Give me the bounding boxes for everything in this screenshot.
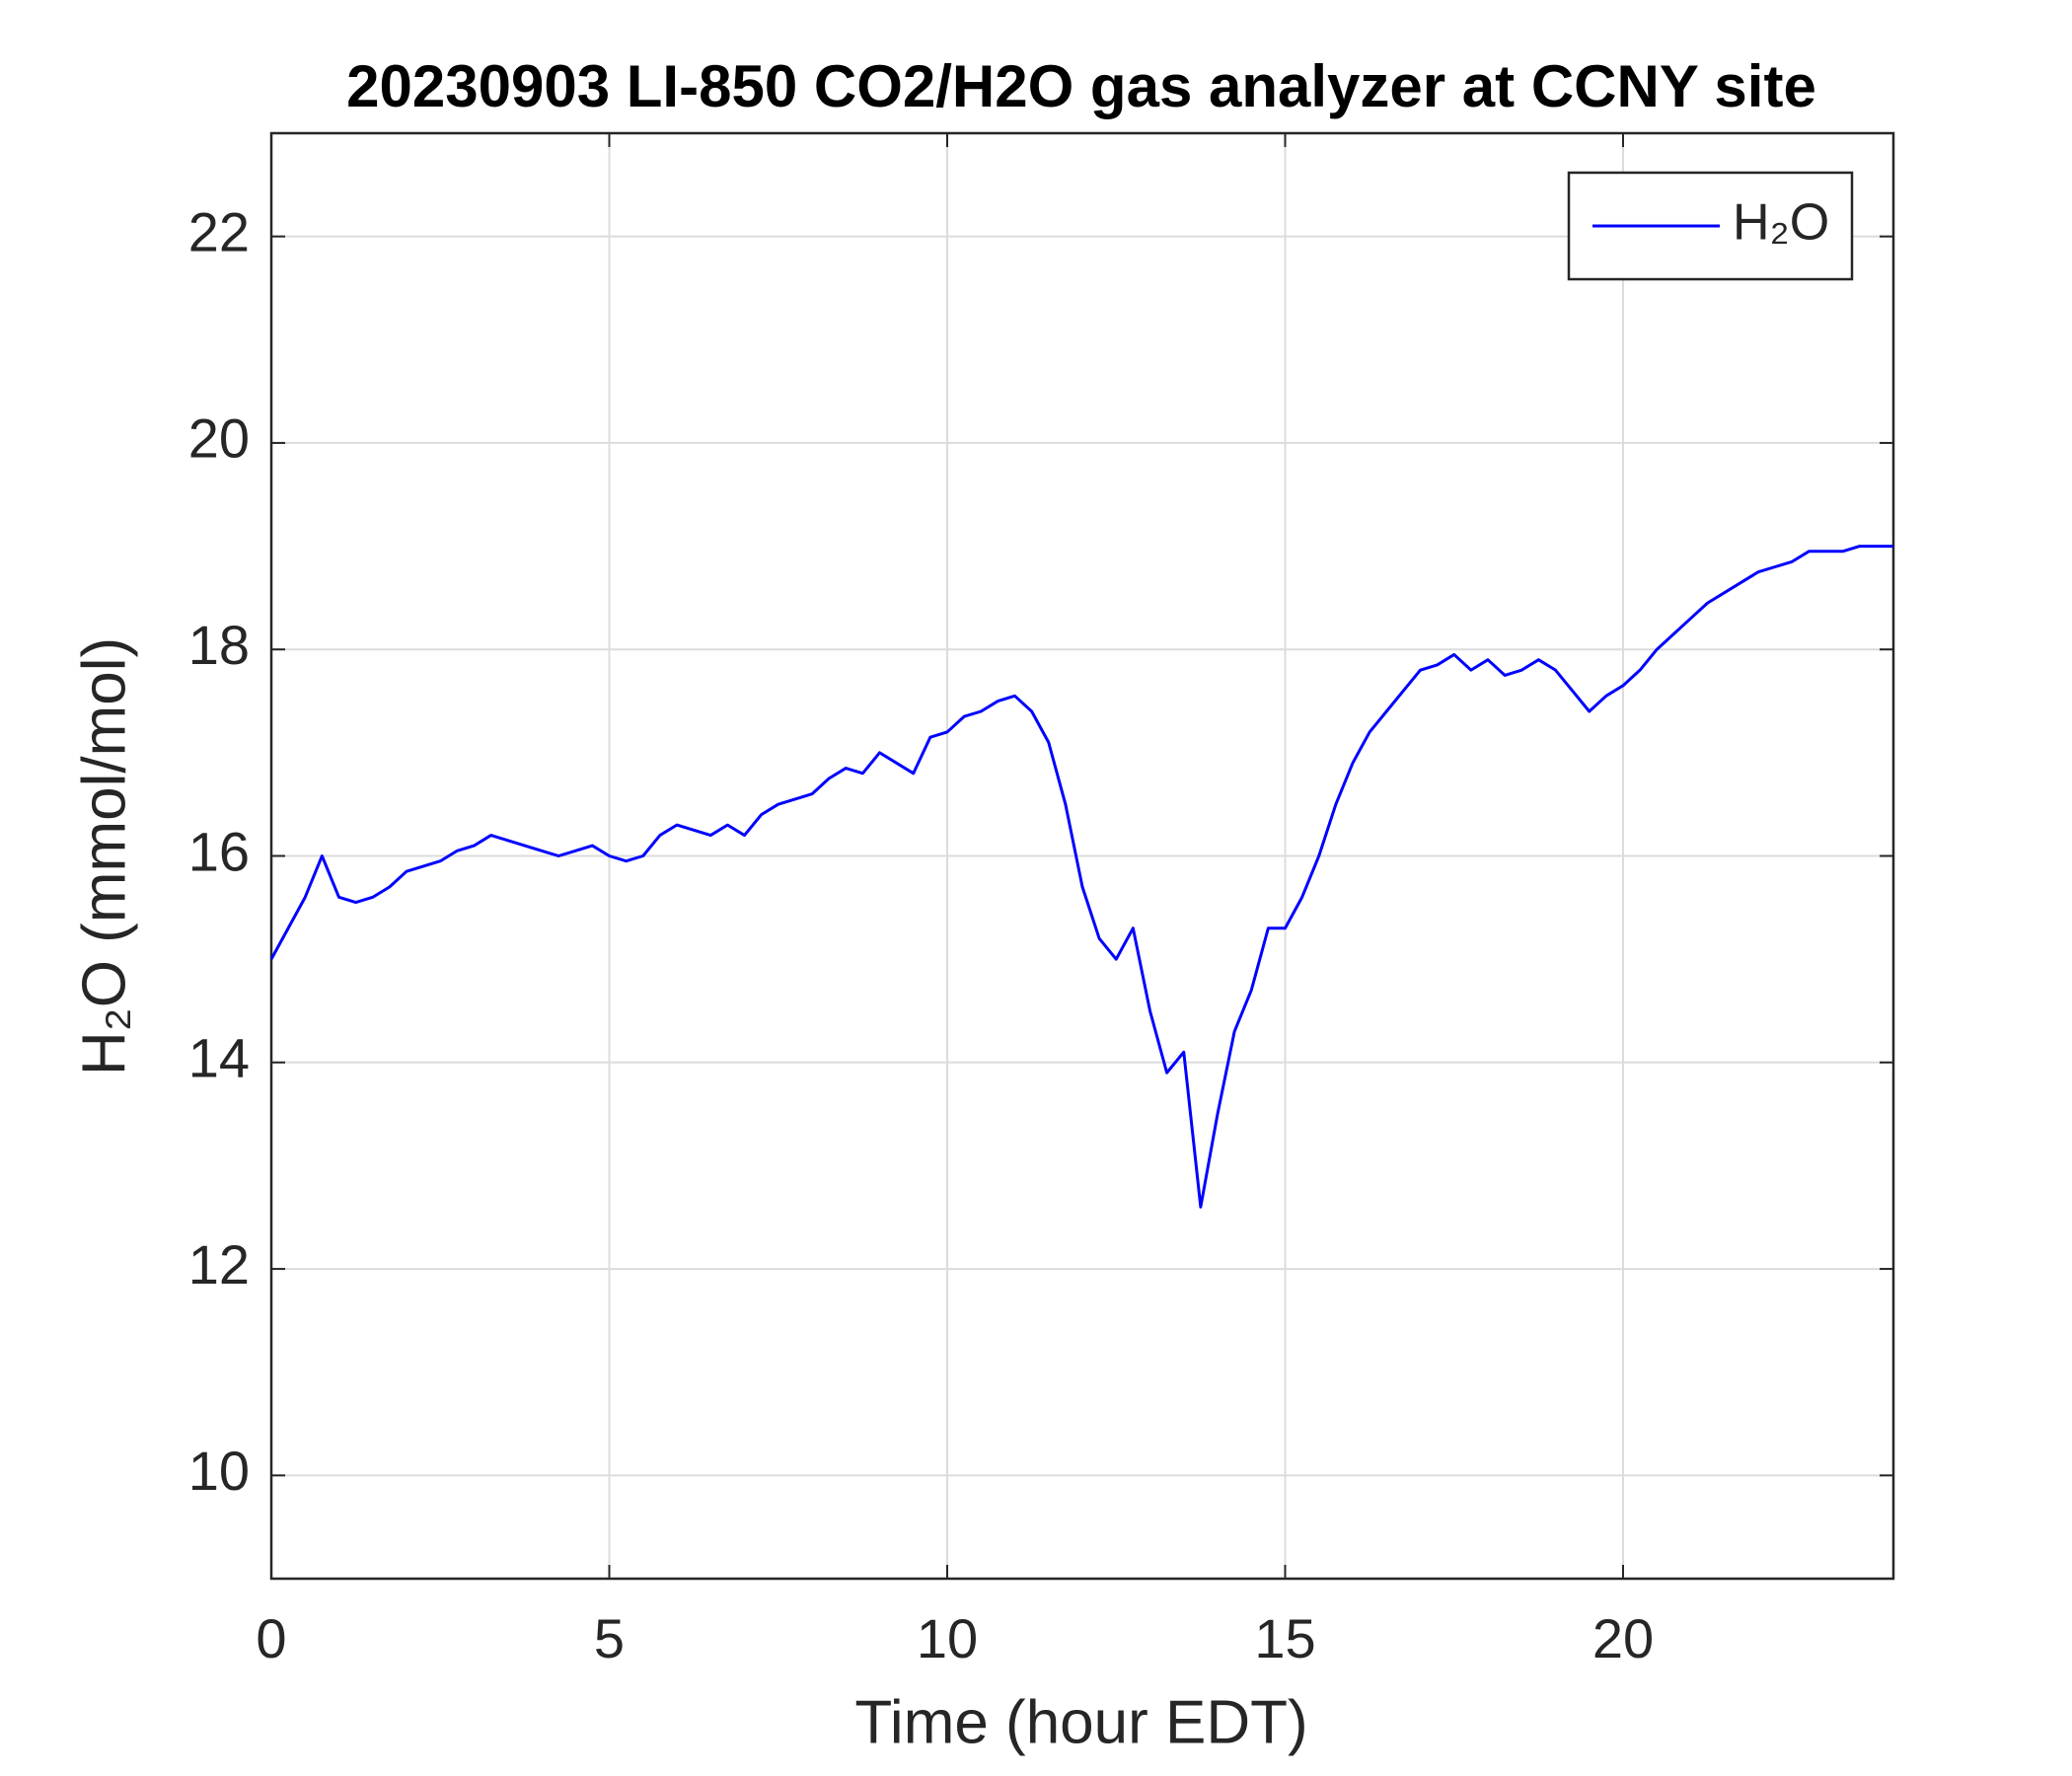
data-line	[269, 545, 1893, 1209]
y-tick-label: 18	[188, 614, 250, 676]
x-tick-label: 20	[1592, 1607, 1654, 1669]
x-tick-label: 15	[1254, 1607, 1315, 1669]
x-tick-label: 5	[594, 1607, 625, 1669]
x-tick-label: 10	[917, 1607, 978, 1669]
y-tick-label: 16	[188, 820, 250, 882]
x-axis-label: Time (hour EDT)	[854, 1688, 1307, 1756]
y-tick-label: 20	[188, 407, 250, 470]
y-axis-label: H₂O (mmol/mol)	[70, 637, 138, 1075]
y-tick-label: 14	[188, 1027, 250, 1089]
legend-label: H₂O	[1733, 194, 1829, 252]
plot-frame	[269, 131, 1895, 1581]
y-tick-label: 10	[188, 1440, 250, 1502]
x-tick-label: 0	[256, 1607, 286, 1669]
chart-title: 20230903 LI-850 CO2/H2O gas analyzer at …	[346, 53, 1816, 119]
y-tick-label: 22	[188, 200, 250, 262]
y-tick-label: 12	[188, 1233, 250, 1295]
